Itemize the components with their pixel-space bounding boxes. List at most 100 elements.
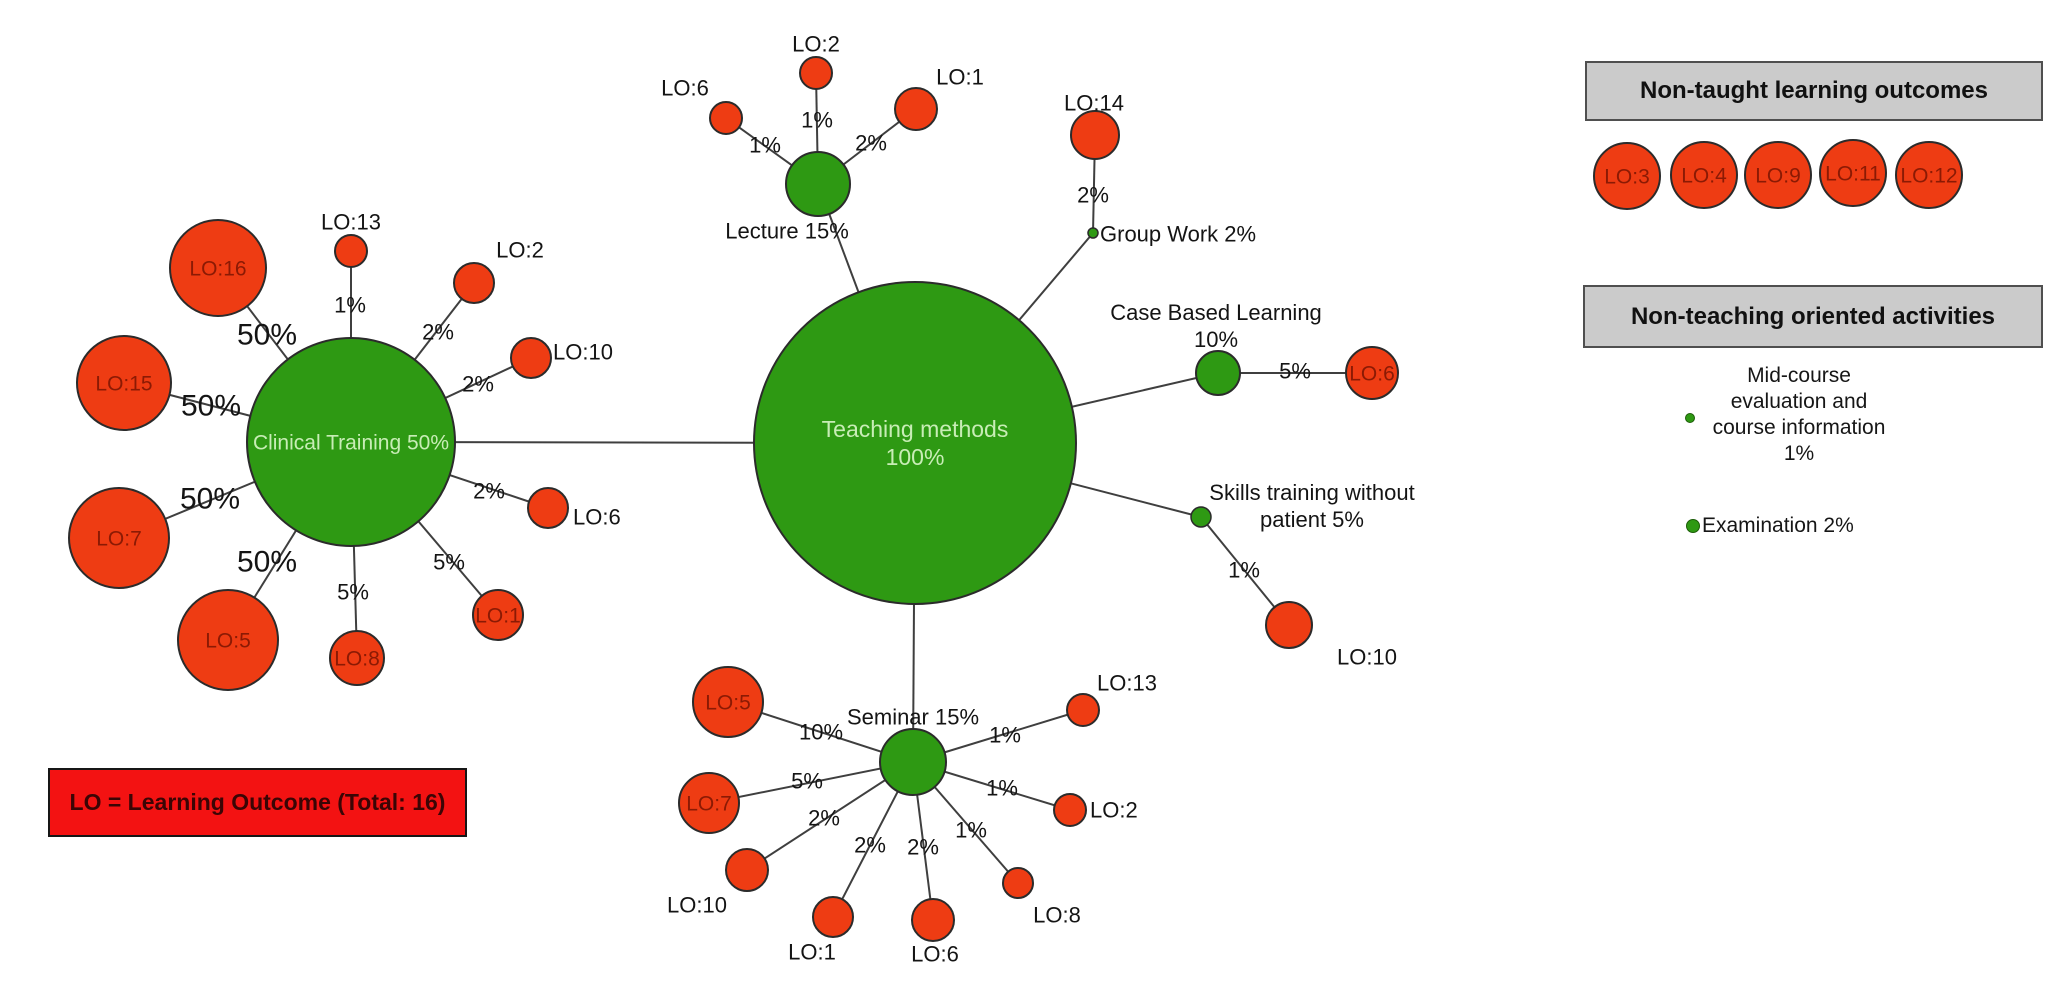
node-label-lo9p: LO:9 xyxy=(1755,164,1801,187)
node-seminar xyxy=(879,728,947,796)
edge-label-seminar-lo1s: 2% xyxy=(854,833,886,858)
edge-label-groupwork-lo14: 2% xyxy=(1077,183,1109,208)
floating-label-11: Skills training without patient 5% xyxy=(1209,480,1414,532)
edge-label-clinical-lo5c: 50% xyxy=(237,546,297,579)
edge-label-clinical-lo6c: 2% xyxy=(473,479,505,504)
node-lo5c xyxy=(177,589,279,691)
floating-label-12: LO:10 xyxy=(1337,645,1397,670)
node-lo1l xyxy=(894,87,938,131)
mid-course-dot-icon xyxy=(1685,413,1695,423)
node-lo6l xyxy=(709,101,743,135)
node-lo13s xyxy=(1066,693,1100,727)
edge-label-seminar-lo13s: 1% xyxy=(989,723,1021,748)
floating-label-16: LO:6 xyxy=(911,942,959,967)
node-lo16c xyxy=(169,219,267,317)
floating-label-4: LO:6 xyxy=(661,76,709,101)
floating-label-1: LO:2 xyxy=(496,238,544,263)
floating-label-13: Seminar 15% xyxy=(847,705,979,730)
node-lo10s xyxy=(725,848,769,892)
edge-label-seminar-lo8s: 1% xyxy=(955,818,987,843)
node-groupwork xyxy=(1087,227,1099,239)
node-skills xyxy=(1190,506,1212,528)
node-label-lo8c: LO:8 xyxy=(334,647,380,670)
floating-label-14: LO:10 xyxy=(667,893,727,918)
non-taught-header-label: Non-taught learning outcomes xyxy=(1640,77,1988,104)
node-label-lo11p: LO:11 xyxy=(1825,162,1881,185)
node-lo1s xyxy=(812,896,854,938)
floating-label-17: LO:8 xyxy=(1033,903,1081,928)
node-label-lo7c: LO:7 xyxy=(96,527,142,550)
edge-label-clinical-lo2c: 2% xyxy=(422,320,454,345)
node-lo9p xyxy=(1744,141,1812,209)
floating-label-6: LO:1 xyxy=(936,65,984,90)
node-lo8c xyxy=(329,630,385,686)
non-teaching-header: Non-teaching oriented activities xyxy=(1583,285,2043,348)
edge-label-seminar-lo5s: 10% xyxy=(799,720,843,745)
edge-label-clinical-lo16c: 50% xyxy=(237,319,297,352)
node-label-lo1c: LO:1 xyxy=(475,604,521,627)
edge-label-clinical-lo8c: 5% xyxy=(337,580,369,605)
node-lo2s xyxy=(1053,793,1087,827)
examination-activity: Examination 2% xyxy=(1686,513,1854,539)
edge-label-clinical-lo10c: 2% xyxy=(462,372,494,397)
node-lo8s xyxy=(1002,867,1034,899)
floating-label-0: LO:13 xyxy=(321,210,381,235)
floating-label-5: LO:2 xyxy=(792,32,840,57)
node-lo7c xyxy=(68,487,170,589)
edge-label-lecture-lo2l: 1% xyxy=(801,108,833,133)
node-lo13c xyxy=(334,234,368,268)
node-lo4p xyxy=(1670,141,1738,209)
floating-label-10: Case Based Learning 10% xyxy=(1110,300,1322,352)
node-lo6c xyxy=(527,487,569,529)
floating-label-19: LO:13 xyxy=(1097,671,1157,696)
non-taught-header: Non-taught learning outcomes xyxy=(1585,61,2043,121)
node-label-teaching: Teaching methods 100% xyxy=(822,416,1009,470)
node-lo2l xyxy=(799,56,833,90)
node-label-lo7s: LO:7 xyxy=(686,792,732,815)
node-lo7s xyxy=(678,772,740,834)
mid-course-activity: Mid-course evaluation and course informa… xyxy=(1655,363,1907,467)
edge-label-clinical-lo1c: 5% xyxy=(433,550,465,575)
examination-label: Examination 2% xyxy=(1702,514,1854,537)
edge-label-clinical-lo7c: 50% xyxy=(180,483,240,516)
node-lo6cbl xyxy=(1345,346,1399,400)
node-lo2c xyxy=(453,262,495,304)
floating-label-2: LO:10 xyxy=(553,340,613,365)
examination-dot-icon xyxy=(1686,519,1700,533)
edge-label-clinical-lo15c: 50% xyxy=(181,390,241,423)
node-label-lo5s: LO:5 xyxy=(705,691,751,714)
node-label-lo4p: LO:4 xyxy=(1681,164,1727,187)
edge-label-skills-lo10sk: 1% xyxy=(1228,558,1260,583)
edge-label-lecture-lo6l: 1% xyxy=(749,133,781,158)
edge-label-clinical-lo13c: 1% xyxy=(334,293,366,318)
edge-seminar-lo7s xyxy=(708,761,914,804)
node-lo11p xyxy=(1819,139,1887,207)
node-lecture xyxy=(785,151,851,217)
node-label-lo3p: LO:3 xyxy=(1604,165,1650,188)
node-lo10sk xyxy=(1265,601,1313,649)
node-lo3p xyxy=(1593,142,1661,210)
non-teaching-header-label: Non-teaching oriented activities xyxy=(1630,302,1996,330)
node-lo15c xyxy=(76,335,172,431)
node-label-lo5c: LO:5 xyxy=(205,629,251,652)
node-label-clinical: Clinical Training 50% xyxy=(253,431,449,454)
node-lo1c xyxy=(472,589,524,641)
edge-label-cbl-lo6cbl: 5% xyxy=(1279,359,1311,384)
node-label-lo6cbl: LO:6 xyxy=(1349,362,1395,385)
edge-label-seminar-lo2s: 1% xyxy=(986,776,1018,801)
node-lo10c xyxy=(510,337,552,379)
node-label-lo15c: LO:15 xyxy=(95,372,152,395)
mid-course-label: Mid-course evaluation and course informa… xyxy=(1712,364,1886,465)
edge-label-seminar-lo6s: 2% xyxy=(907,835,939,860)
legend-label: LO = Learning Outcome (Total: 16) xyxy=(69,789,446,815)
floating-label-3: LO:6 xyxy=(573,505,621,530)
floating-label-18: LO:2 xyxy=(1090,798,1138,823)
edge-label-seminar-lo7s: 5% xyxy=(791,769,823,794)
node-label-lo12p: LO:12 xyxy=(1900,164,1957,187)
edge-label-seminar-lo10s: 2% xyxy=(808,806,840,831)
node-cbl xyxy=(1195,350,1241,396)
floating-label-9: Group Work 2% xyxy=(1100,222,1256,247)
node-lo12p xyxy=(1895,141,1963,209)
